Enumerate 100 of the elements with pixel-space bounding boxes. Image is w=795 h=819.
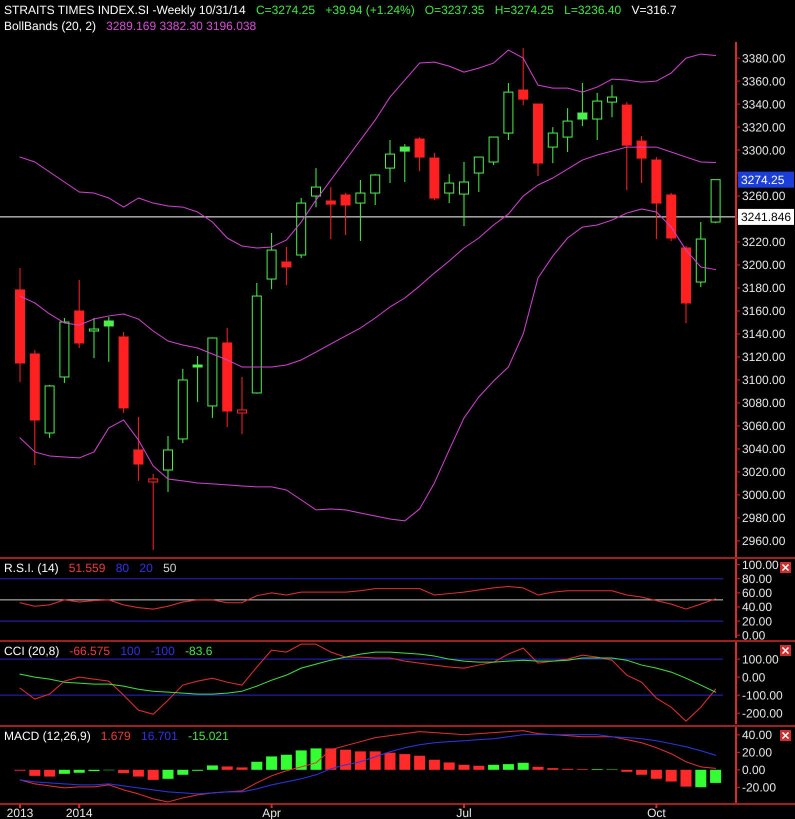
candlestick <box>681 246 691 324</box>
candlestick <box>133 416 144 482</box>
candlestick <box>562 108 573 153</box>
candlestick <box>518 48 528 106</box>
y-tick-label: 3380.00 <box>742 51 786 66</box>
chart-title: MACD (12,26,9) <box>4 729 91 743</box>
y-tick-label: 0.00 <box>742 628 766 642</box>
bar <box>488 764 500 770</box>
candlestick <box>15 268 25 382</box>
bar <box>29 770 40 776</box>
candlestick <box>370 174 380 206</box>
y-tick-label: 3120.00 <box>742 350 786 364</box>
y-tick-label: 20.00 <box>742 614 772 628</box>
y-tick-label: 100.00 <box>742 652 780 666</box>
annotation: -83.6 <box>185 644 213 658</box>
x-tick-label: Oct <box>647 806 666 819</box>
bar <box>280 754 292 770</box>
chart-title: STRAITS TIMES INDEX.SI -Weekly 10/31/14 <box>4 3 246 17</box>
bar <box>310 748 322 770</box>
y-tick-label: 3260.00 <box>742 189 786 204</box>
candlestick <box>474 156 484 193</box>
bar <box>44 770 56 777</box>
bar <box>384 752 396 770</box>
line-series <box>20 586 716 610</box>
y-tick-label: -100.00 <box>742 688 784 702</box>
bar <box>340 750 352 770</box>
annotation: 100 <box>120 644 141 658</box>
bar <box>325 748 336 770</box>
text: 3274.25 <box>741 172 785 187</box>
y-tick-label: -200.00 <box>742 706 784 720</box>
annotation: -66.575 <box>69 644 110 658</box>
candlestick <box>385 140 395 184</box>
bar <box>74 770 85 773</box>
y-tick-label: 3300.00 <box>742 143 786 158</box>
y-tick-label: 3060.00 <box>742 419 786 434</box>
candlestick <box>622 102 632 191</box>
chart-title: R.S.I. (14) <box>4 561 59 575</box>
candlestick <box>222 328 232 428</box>
bar <box>399 754 410 770</box>
y-tick-label: 3180.00 <box>742 281 786 296</box>
text: C=3274.25 <box>256 3 316 17</box>
x-tick-label: 2014 <box>66 806 93 819</box>
y-tick-label: 3220.00 <box>742 235 786 250</box>
y-tick-label: 3160.00 <box>742 304 786 318</box>
candlestick <box>355 180 366 242</box>
bar <box>695 770 706 788</box>
y-tick-label: 100.00 <box>742 558 780 572</box>
bar <box>518 762 529 770</box>
candlestick <box>59 318 70 384</box>
candlestick <box>163 435 173 492</box>
x-tick-label: Jul <box>456 806 472 819</box>
line-series <box>20 208 716 522</box>
candlestick <box>459 162 469 227</box>
y-tick-label: 40.00 <box>742 600 772 614</box>
y-tick-label: -20.00 <box>742 780 776 794</box>
candlestick <box>74 279 84 349</box>
candlestick <box>696 222 706 288</box>
candlestick <box>444 174 454 204</box>
candlestick <box>237 376 247 434</box>
bar <box>132 770 144 777</box>
y-tick-label: 40.00 <box>742 728 772 742</box>
candlestick <box>326 186 336 240</box>
text: 3289.169 3382.30 3196.038 <box>106 19 257 33</box>
candlestick <box>148 473 158 550</box>
bar <box>177 770 188 775</box>
y-tick-label: 3000.00 <box>742 488 786 502</box>
candlestick <box>340 192 351 236</box>
bar <box>532 766 544 770</box>
candlestick <box>281 246 292 286</box>
y-tick-label: 3360.00 <box>742 74 786 88</box>
annotation: 16.701 <box>141 729 178 743</box>
bar <box>428 760 440 770</box>
annotation: 51.559 <box>68 561 106 575</box>
y-tick-label: 3340.00 <box>742 97 786 112</box>
candlestick <box>577 82 588 127</box>
bar <box>58 770 70 774</box>
candlestick <box>503 82 514 141</box>
bar <box>473 766 484 770</box>
text: H=3274.25 <box>494 3 554 17</box>
y-tick-label: 60.00 <box>742 586 772 600</box>
candlestick <box>548 126 558 164</box>
bar <box>680 770 692 787</box>
text: +39.94 (+1.24%) <box>325 3 415 17</box>
bar <box>444 762 455 770</box>
candlestick <box>651 156 662 240</box>
y-tick-label: 2980.00 <box>742 511 786 526</box>
text: O=3237.35 <box>424 3 485 17</box>
bar <box>236 767 248 770</box>
candlestick <box>266 232 277 290</box>
annotation: -100 <box>150 644 176 658</box>
y-tick-label: 3040.00 <box>742 442 786 456</box>
bar <box>710 770 722 783</box>
chart-subtitle: BollBands (20, 2) <box>4 19 96 33</box>
y-tick-label: 0.00 <box>742 670 766 684</box>
annotation: 1.679 <box>100 729 132 743</box>
bar <box>666 770 677 782</box>
y-tick-label: 3100.00 <box>742 373 786 388</box>
candlestick <box>607 84 617 118</box>
candlestick <box>192 355 203 402</box>
bar <box>118 770 130 774</box>
